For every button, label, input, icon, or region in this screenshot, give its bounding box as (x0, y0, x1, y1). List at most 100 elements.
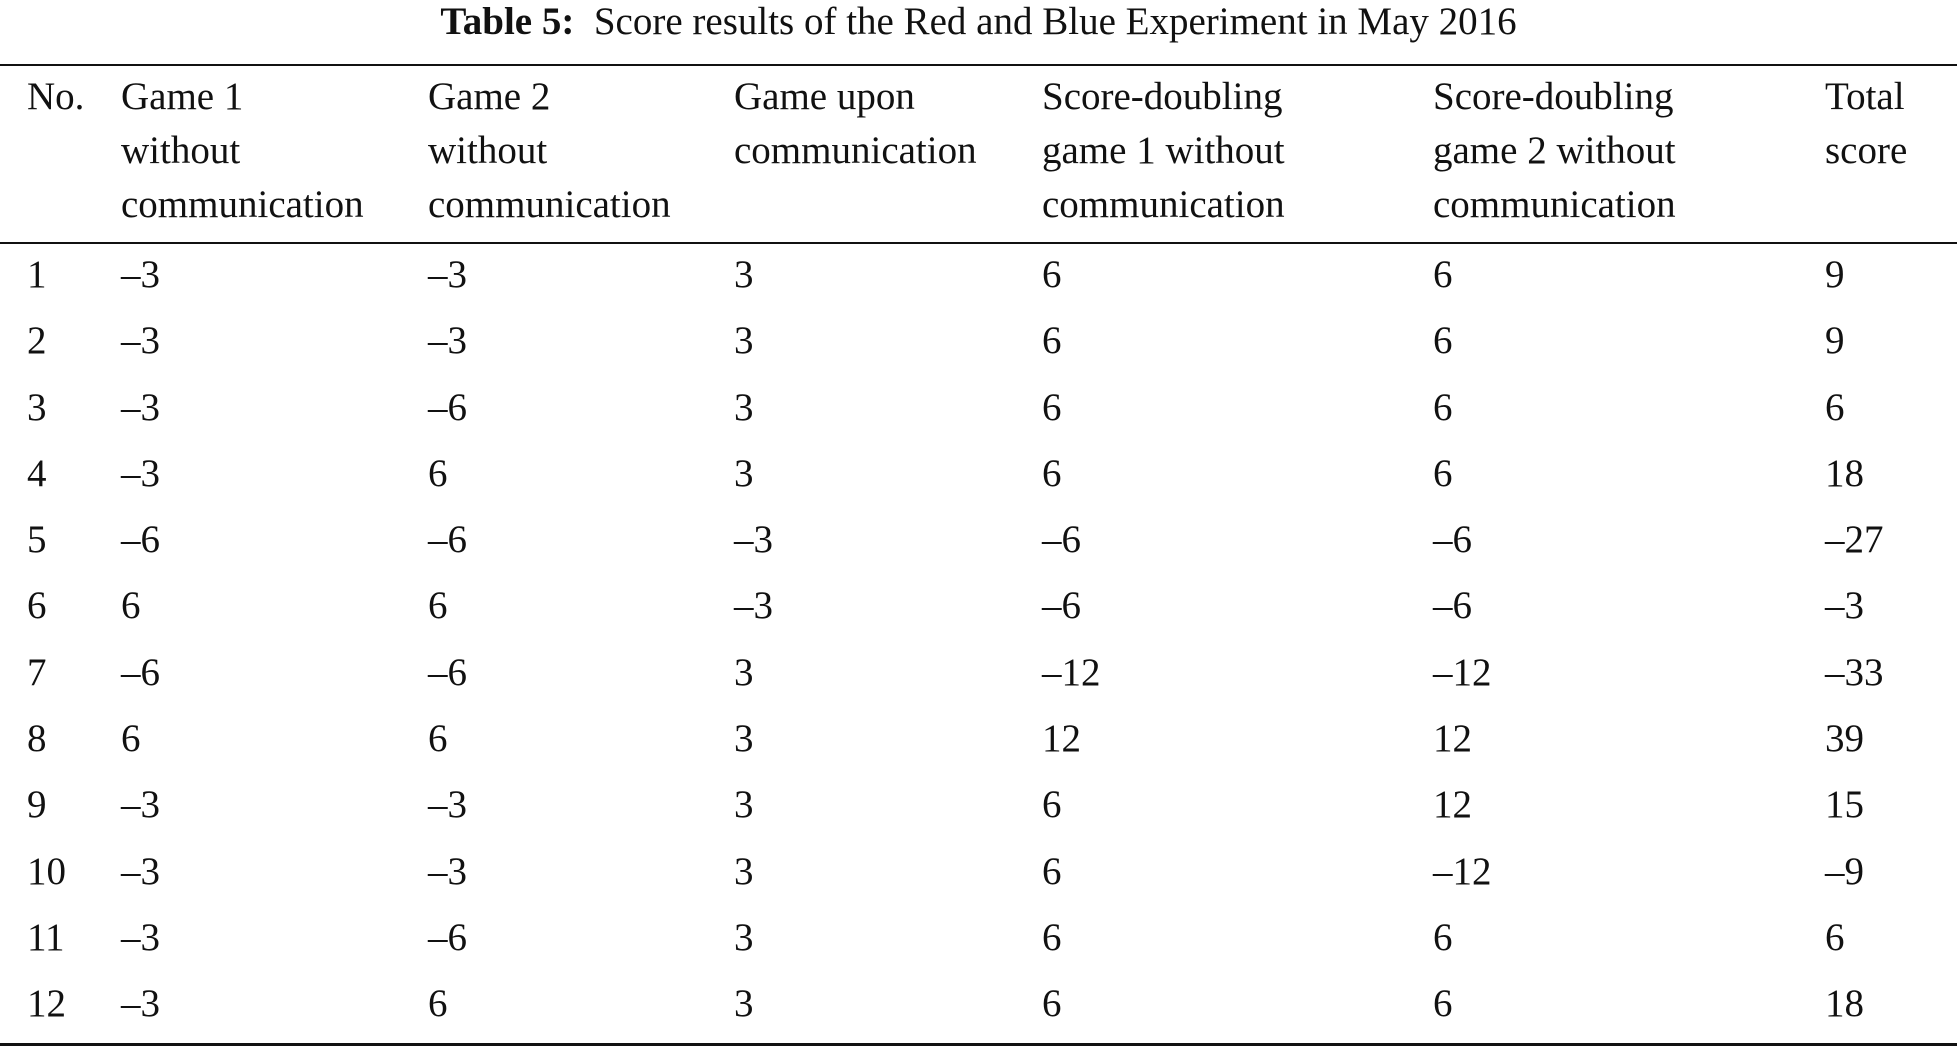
table-cell: 6 (428, 982, 448, 1026)
column-header: No. (27, 75, 85, 118)
table-cell: 3 (734, 982, 754, 1026)
table-cell: –6 (121, 650, 160, 694)
table-row: 12 –3 6 3 6 6 18 (0, 971, 1957, 1037)
table-cell: 4 (27, 451, 47, 495)
table-row: 3 –3 –6 3 6 6 6 (0, 375, 1957, 441)
table-cell: –3 (428, 849, 467, 893)
table-row: 8 6 6 3 12 12 39 (0, 706, 1957, 772)
table-cell: –6 (428, 650, 467, 694)
table-cell: –3 (1825, 584, 1864, 628)
table-caption: Table 5: Score results of the Red and Bl… (0, 0, 1957, 44)
column-header: Score-doubling game 1 without communicat… (1042, 75, 1285, 226)
table-cell: 3 (734, 319, 754, 363)
table-cell: 3 (734, 783, 754, 827)
table-cell: 6 (1042, 783, 1062, 827)
table-cell: –3 (734, 584, 773, 628)
table-cell: 6 (1042, 849, 1062, 893)
table-cell: 6 (1042, 319, 1062, 363)
table-cell: 1 (27, 253, 47, 296)
table-cell: 6 (121, 584, 141, 628)
table-cell: 6 (1433, 385, 1453, 429)
table-caption-text: Score results of the Red and Blue Experi… (593, 0, 1517, 43)
table-cell: –3 (428, 253, 467, 296)
table-cell: 6 (1825, 385, 1845, 429)
table-cell: 6 (1042, 385, 1062, 429)
score-table: No. Game 1 without communication Game 2 wi… (0, 70, 1957, 1038)
table-cell: 7 (27, 650, 47, 694)
table-cell: 11 (27, 915, 65, 959)
bottom-rule (0, 1043, 1957, 1046)
table-cell: –6 (121, 518, 160, 562)
table-cell: –6 (1433, 518, 1472, 562)
top-rule (0, 64, 1957, 66)
table-cell: 3 (734, 717, 754, 761)
table-cell: 39 (1825, 717, 1864, 761)
table-cell: 12 (1433, 783, 1472, 827)
table-row: 9 –3 –3 3 6 12 15 (0, 772, 1957, 838)
table-row: 2 –3 –3 3 6 6 9 (0, 308, 1957, 374)
table-cell: 2 (27, 319, 47, 363)
table-cell: 6 (1042, 915, 1062, 959)
column-header: Score-doubling game 2 without communicat… (1433, 75, 1676, 226)
table-cell: –6 (1042, 518, 1081, 562)
table-cell: 6 (428, 451, 448, 495)
table-cell: –27 (1825, 518, 1884, 562)
table-row: 10 –3 –3 3 6 –12 –9 (0, 839, 1957, 905)
table-cell: –3 (121, 915, 160, 959)
table-cell: –6 (428, 385, 467, 429)
table-row: 6 6 6 –3 –6 –6 –3 (0, 573, 1957, 639)
table-cell: –3 (121, 253, 160, 296)
header-rule (0, 242, 1957, 244)
table-cell: 9 (1825, 319, 1845, 363)
table-cell: 6 (1433, 253, 1453, 296)
table-cell: –6 (1433, 584, 1472, 628)
table-row: 7 –6 –6 3 –12 –12 –33 (0, 640, 1957, 706)
table-cell: 6 (1433, 451, 1453, 495)
table-cell: 8 (27, 717, 47, 761)
table-cell: 10 (27, 849, 66, 893)
table-cell: –3 (428, 319, 467, 363)
table-cell: 6 (1433, 319, 1453, 363)
table-cell: 3 (27, 385, 47, 429)
table-cell: 3 (734, 451, 754, 495)
table-cell: 3 (734, 253, 754, 296)
table-cell: –12 (1433, 650, 1492, 694)
column-header: Game 2 without communication (428, 75, 671, 226)
table-cell: 9 (1825, 253, 1845, 296)
table-cell: 6 (1042, 982, 1062, 1026)
table-cell: 6 (27, 584, 47, 628)
table-cell: 6 (1042, 451, 1062, 495)
table-cell: –6 (428, 915, 467, 959)
table-cell: 18 (1825, 451, 1864, 495)
table-cell: –12 (1433, 849, 1492, 893)
table-caption-label: Table 5: (440, 0, 575, 43)
table-row: 11 –3 –6 3 6 6 6 (0, 905, 1957, 971)
column-header: Game 1 without communication (121, 75, 364, 226)
table-cell: 6 (1825, 915, 1845, 959)
table-cell: –33 (1825, 650, 1884, 694)
table-cell: 12 (27, 982, 66, 1026)
table-cell: 5 (27, 518, 47, 562)
table-cell: 3 (734, 915, 754, 959)
table-cell: 6 (1433, 982, 1453, 1026)
table-row: 5 –6 –6 –3 –6 –6 –27 (0, 507, 1957, 573)
table-cell: –3 (121, 385, 160, 429)
table-cell: 6 (428, 584, 448, 628)
table-cell: 15 (1825, 783, 1864, 827)
table-cell: 12 (1433, 717, 1472, 761)
table-cell: –6 (428, 518, 467, 562)
table-cell: 6 (1433, 915, 1453, 959)
table-cell: 3 (734, 650, 754, 694)
table-row: 4 –3 6 3 6 6 18 (0, 441, 1957, 507)
column-header: Game upon communication (734, 75, 977, 172)
table-cell: –3 (734, 518, 773, 562)
table-cell: –12 (1042, 650, 1101, 694)
table-cell: 6 (428, 717, 448, 761)
table-cell: 6 (1042, 253, 1062, 296)
table-cell: 12 (1042, 717, 1081, 761)
table-cell: 3 (734, 849, 754, 893)
table-row: 1 –3 –3 3 6 6 9 (0, 242, 1957, 308)
table-cell: 9 (27, 783, 47, 827)
table-cell: –3 (121, 982, 160, 1026)
header-row: No. Game 1 without communication Game 2 wi… (0, 70, 1957, 242)
